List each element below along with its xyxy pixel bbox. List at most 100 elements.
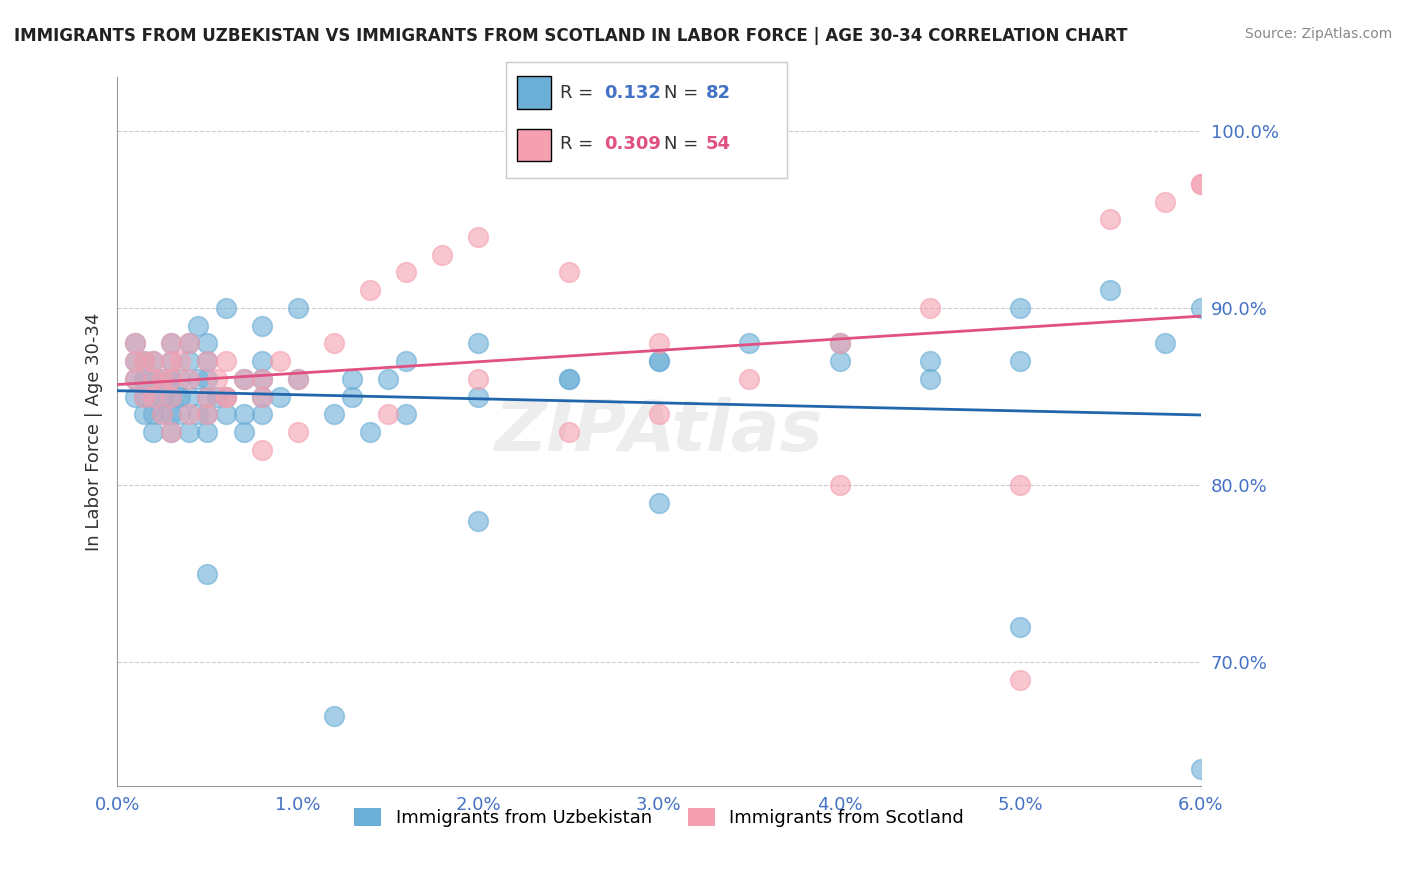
- Point: [1099, 212, 1122, 227]
- Point: [124, 372, 146, 386]
- Point: [1189, 177, 1212, 191]
- Point: [250, 354, 273, 368]
- Point: [340, 390, 363, 404]
- FancyBboxPatch shape: [517, 128, 551, 161]
- Point: [197, 566, 219, 581]
- Point: [169, 354, 191, 368]
- Point: [169, 372, 191, 386]
- Point: [197, 336, 219, 351]
- Point: [160, 407, 183, 421]
- Point: [179, 390, 201, 404]
- Point: [738, 336, 761, 351]
- Point: [134, 390, 156, 404]
- Point: [269, 390, 291, 404]
- Point: [557, 372, 579, 386]
- Point: [160, 372, 183, 386]
- Text: IMMIGRANTS FROM UZBEKISTAN VS IMMIGRANTS FROM SCOTLAND IN LABOR FORCE | AGE 30-3: IMMIGRANTS FROM UZBEKISTAN VS IMMIGRANTS…: [14, 27, 1128, 45]
- Point: [467, 514, 489, 528]
- Y-axis label: In Labor Force | Age 30-34: In Labor Force | Age 30-34: [86, 313, 103, 551]
- Point: [214, 390, 236, 404]
- Point: [142, 390, 165, 404]
- Point: [142, 354, 165, 368]
- Point: [197, 390, 219, 404]
- Point: [142, 372, 165, 386]
- Point: [142, 354, 165, 368]
- Point: [648, 354, 671, 368]
- Text: 0.132: 0.132: [605, 84, 661, 102]
- Point: [150, 372, 173, 386]
- Point: [395, 265, 418, 279]
- Text: 54: 54: [706, 135, 731, 153]
- Point: [169, 407, 191, 421]
- Point: [169, 390, 191, 404]
- Point: [467, 336, 489, 351]
- Point: [232, 372, 254, 386]
- Point: [918, 301, 941, 315]
- Point: [432, 248, 454, 262]
- Point: [142, 407, 165, 421]
- Point: [287, 372, 309, 386]
- Point: [197, 407, 219, 421]
- Point: [1010, 673, 1032, 687]
- Point: [828, 336, 851, 351]
- Point: [134, 354, 156, 368]
- Point: [205, 390, 228, 404]
- Point: [918, 354, 941, 368]
- Point: [377, 407, 399, 421]
- Point: [197, 354, 219, 368]
- Point: [187, 372, 209, 386]
- Point: [214, 301, 236, 315]
- Point: [160, 390, 183, 404]
- Text: 0.309: 0.309: [605, 135, 661, 153]
- Point: [134, 390, 156, 404]
- Point: [557, 372, 579, 386]
- Point: [250, 318, 273, 333]
- Point: [179, 336, 201, 351]
- Point: [134, 354, 156, 368]
- Point: [179, 336, 201, 351]
- Point: [250, 442, 273, 457]
- Point: [287, 425, 309, 439]
- Point: [738, 372, 761, 386]
- Point: [250, 390, 273, 404]
- Point: [1010, 620, 1032, 634]
- Point: [160, 354, 183, 368]
- Point: [287, 301, 309, 315]
- Point: [250, 390, 273, 404]
- Point: [250, 407, 273, 421]
- Point: [648, 336, 671, 351]
- FancyBboxPatch shape: [517, 77, 551, 109]
- Point: [250, 372, 273, 386]
- Text: ZIPAtlas: ZIPAtlas: [495, 398, 824, 467]
- Point: [1189, 762, 1212, 776]
- Point: [918, 372, 941, 386]
- Point: [214, 354, 236, 368]
- Point: [134, 372, 156, 386]
- Point: [142, 372, 165, 386]
- Point: [395, 407, 418, 421]
- Point: [160, 425, 183, 439]
- Point: [232, 372, 254, 386]
- Point: [395, 354, 418, 368]
- Point: [160, 336, 183, 351]
- Point: [197, 425, 219, 439]
- Point: [467, 372, 489, 386]
- Point: [124, 354, 146, 368]
- Point: [287, 372, 309, 386]
- Point: [232, 407, 254, 421]
- Point: [124, 336, 146, 351]
- Point: [142, 425, 165, 439]
- Point: [269, 354, 291, 368]
- Point: [160, 390, 183, 404]
- Point: [322, 336, 344, 351]
- Point: [179, 372, 201, 386]
- Point: [1189, 177, 1212, 191]
- Text: N =: N =: [664, 135, 703, 153]
- Point: [187, 318, 209, 333]
- Point: [187, 407, 209, 421]
- Point: [214, 390, 236, 404]
- Point: [179, 407, 201, 421]
- Point: [179, 425, 201, 439]
- Point: [1189, 301, 1212, 315]
- Point: [214, 407, 236, 421]
